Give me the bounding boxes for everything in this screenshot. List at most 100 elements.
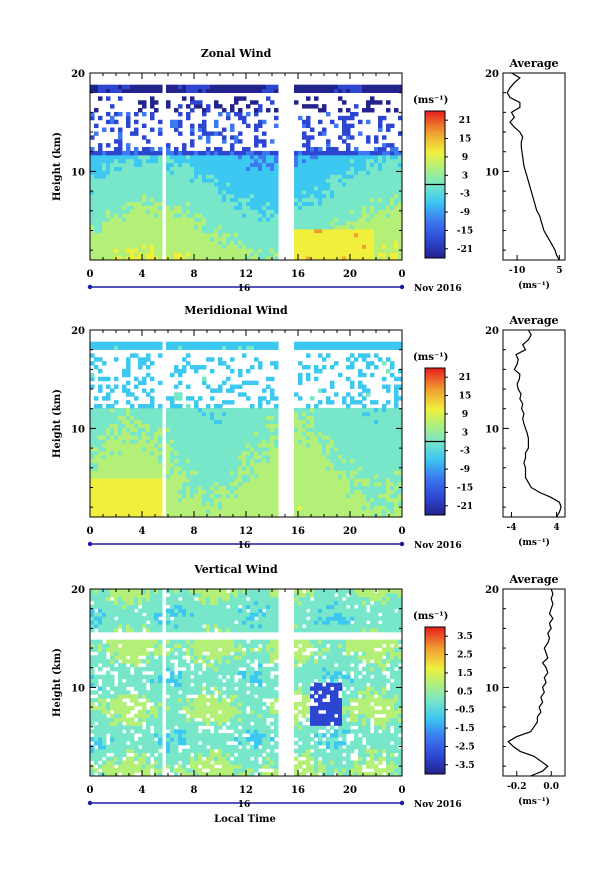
heatmap-cell xyxy=(314,244,319,248)
heatmap-cell xyxy=(330,342,335,346)
heatmap-cell xyxy=(274,455,279,459)
heatmap-cell xyxy=(186,443,191,447)
heatmap-cell xyxy=(146,416,151,420)
heatmap-cell xyxy=(350,505,355,509)
heatmap-cell xyxy=(190,225,195,229)
heatmap-cell xyxy=(310,462,315,466)
heatmap-cell xyxy=(202,451,207,455)
heatmap-cell xyxy=(126,357,131,361)
heatmap-cell xyxy=(242,474,247,478)
heatmap-cell xyxy=(150,151,155,155)
heatmap-cell xyxy=(110,451,115,455)
heatmap-cell xyxy=(318,431,323,435)
heatmap-cell xyxy=(182,217,187,221)
heatmap-cell xyxy=(202,486,207,490)
heatmap-cell xyxy=(378,357,383,361)
heatmap-cell xyxy=(158,412,163,416)
heatmap-cell xyxy=(350,466,355,470)
heatmap-cell xyxy=(342,205,347,209)
heatmap-cell xyxy=(366,229,371,233)
heatmap-cell xyxy=(126,447,131,451)
heatmap-cell xyxy=(134,151,139,155)
heatmap-cell xyxy=(134,498,139,502)
heatmap-cell xyxy=(122,209,127,213)
heatmap-cell xyxy=(270,241,275,245)
heatmap-cell xyxy=(114,89,119,93)
heatmap-cell xyxy=(386,501,391,505)
heatmap-cell xyxy=(94,509,99,513)
heatmap-cell xyxy=(214,248,219,252)
heatmap-cell xyxy=(242,233,247,237)
heatmap-cell xyxy=(394,186,399,190)
heatmap-cell xyxy=(126,408,131,412)
heatmap-cell xyxy=(346,174,351,178)
heatmap-cell xyxy=(382,416,387,420)
heatmap-cell xyxy=(94,241,99,245)
heatmap-cell xyxy=(346,89,351,93)
heatmap-cell xyxy=(126,163,131,167)
heatmap-cell xyxy=(118,198,123,202)
heatmap-cell xyxy=(210,443,215,447)
heatmap-cell xyxy=(294,490,299,494)
heatmap-cell xyxy=(186,451,191,455)
heatmap-cell xyxy=(350,248,355,252)
heatmap-cell xyxy=(222,435,227,439)
heatmap-cell xyxy=(390,373,395,377)
heatmap-cell xyxy=(210,431,215,435)
heatmap-cell xyxy=(142,182,147,186)
heatmap-cell xyxy=(378,217,383,221)
heatmap-cell xyxy=(366,408,371,412)
heatmap-cell xyxy=(214,167,219,171)
heatmap-cell xyxy=(218,412,223,416)
heatmap-cell xyxy=(134,420,139,424)
heatmap-cell xyxy=(158,131,163,135)
heatmap-cell xyxy=(302,478,307,482)
heatmap-cell xyxy=(242,353,247,357)
heatmap-cell xyxy=(210,198,215,202)
heatmap-cell xyxy=(154,252,159,256)
heatmap-cell xyxy=(334,167,339,171)
heatmap-cell xyxy=(354,505,359,509)
heatmap-cell xyxy=(114,408,119,412)
heatmap-cell xyxy=(114,501,119,505)
heatmap-cell xyxy=(374,139,379,143)
heatmap-cell xyxy=(238,89,243,93)
heatmap-cell xyxy=(130,182,135,186)
heatmap-cell xyxy=(210,435,215,439)
heatmap-cell xyxy=(382,244,387,248)
heatmap-cell xyxy=(378,198,383,202)
heatmap-cell xyxy=(206,342,211,346)
heatmap-cell xyxy=(170,505,175,509)
heatmap-cell xyxy=(342,100,347,104)
heatmap-cell xyxy=(246,233,251,237)
heatmap-cell xyxy=(342,167,347,171)
heatmap-cell xyxy=(118,447,123,451)
heatmap-cell xyxy=(178,381,183,385)
heatmap-cell xyxy=(334,416,339,420)
heatmap-cell xyxy=(146,408,151,412)
heatmap-cell xyxy=(346,342,351,346)
heatmap-cell xyxy=(146,494,151,498)
heatmap-cell xyxy=(346,427,351,431)
heatmap-cell xyxy=(322,388,327,392)
heatmap-cell xyxy=(90,252,95,256)
heatmap-cell xyxy=(150,474,155,478)
heatmap-cell xyxy=(266,182,271,186)
heatmap-cell xyxy=(102,248,107,252)
heatmap-cell xyxy=(318,459,323,463)
heatmap-cell xyxy=(94,198,99,202)
heatmap-cell xyxy=(122,205,127,209)
heatmap-cell xyxy=(234,194,239,198)
heatmap-cell xyxy=(182,346,187,350)
heatmap-cell xyxy=(262,486,267,490)
heatmap-cell xyxy=(326,252,331,256)
heatmap-cell xyxy=(138,494,143,498)
heatmap-cell xyxy=(194,178,199,182)
heatmap-cell xyxy=(338,462,343,466)
heatmap-cell xyxy=(358,213,363,217)
heatmap-cell xyxy=(270,89,275,93)
heatmap-cell xyxy=(94,89,99,93)
heatmap-cell xyxy=(126,213,131,217)
heatmap-cell xyxy=(154,509,159,513)
heatmap-cell xyxy=(306,470,311,474)
